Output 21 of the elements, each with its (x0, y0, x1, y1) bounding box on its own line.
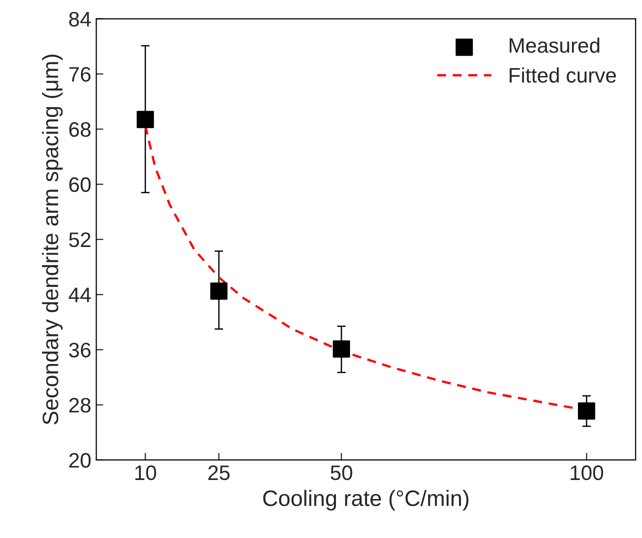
point (136, 110, 154, 128)
y-tick-label: 20 (69, 452, 91, 468)
y-tick-label: 28 (69, 398, 91, 413)
y-tick-label: 52 (69, 232, 90, 248)
point (578, 402, 596, 420)
y-tick-label: 84 (69, 12, 91, 27)
x-axis-title: Cooling rate (°C/min) (263, 490, 468, 511)
y-axis-title: Secondary dendrite arm spacing (μm) (42, 54, 63, 424)
x-tick-label: 25 (208, 465, 230, 480)
point (332, 340, 350, 358)
y-tick-label: 68 (69, 122, 91, 137)
y-tick-label: 36 (69, 342, 91, 358)
x-tick-label: 100 (570, 465, 604, 480)
y-tick-label: 60 (69, 177, 91, 192)
point (210, 282, 228, 300)
y-tick-label: 44 (68, 288, 91, 302)
legend-label: Fitted curve (510, 67, 616, 83)
x-tick-label: 50 (330, 465, 352, 480)
x-tick-label: 10 (135, 465, 156, 480)
legend-label: Measured (510, 38, 600, 53)
y-tick-label: 76 (69, 66, 91, 82)
